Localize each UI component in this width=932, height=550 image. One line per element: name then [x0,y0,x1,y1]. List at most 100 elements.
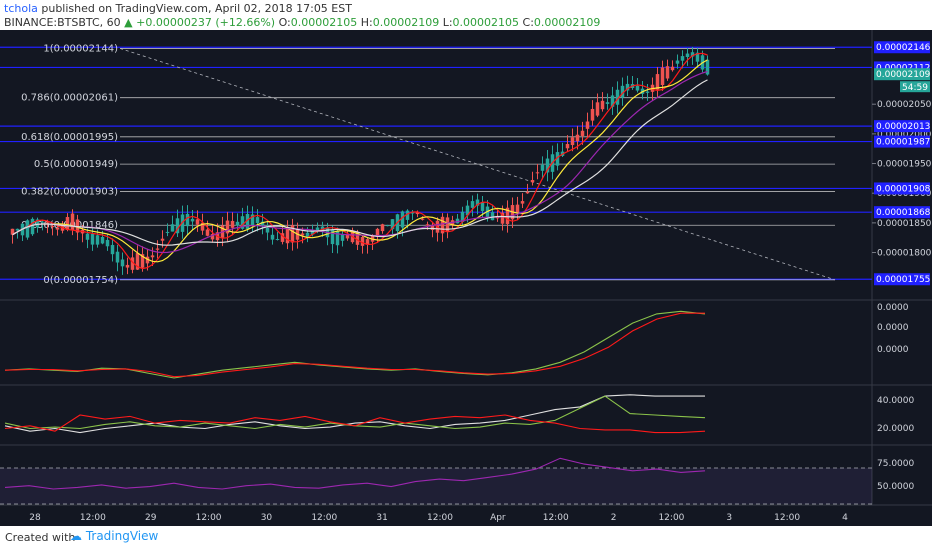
candle-body [535,172,540,174]
candle-body [415,212,420,215]
close-label: C: [522,16,534,29]
candle-body [345,234,350,239]
price-tick-label: 0.00001950 [877,160,932,170]
candle-body [275,239,280,241]
candle-body [55,227,60,230]
candle-body [210,234,215,240]
candle-body [160,238,165,241]
candle-body [685,53,690,58]
candle-body [385,225,390,227]
candle-body [155,248,160,250]
fib-level-label: 1(0.00002144) [43,43,118,54]
fib-level-label: 0.5(0.00001949) [34,159,118,170]
candle-body [520,201,525,204]
chart-header: tchola published on TradingView.com, Apr… [0,0,932,30]
candle-body [380,224,385,232]
time-tick-label: 12:00 [774,513,800,523]
candle-body [460,211,465,222]
indicator-tick-label: 75.0000 [877,459,914,469]
candle-body [590,108,595,121]
candle-body [615,89,620,105]
time-tick-label: 12:00 [658,513,684,523]
indicator-tick-label: 0.0000 [877,323,909,333]
candle-body [140,254,145,268]
chart-footer: Created with ☁ TradingView [0,526,932,550]
candle-body [555,152,560,166]
candle-body [10,228,15,235]
price-tag-bg [874,41,930,54]
indicator-tick-label: 40.0000 [877,396,914,406]
candle-body [600,100,605,110]
candle-body [225,220,230,234]
candle-body [235,221,240,226]
candle-body [425,224,430,226]
candle-body [280,233,285,242]
candle-body [305,232,310,237]
candle-body [695,52,700,62]
fib-level-label: 0(0.00001754) [43,275,118,286]
candle-body [165,231,170,233]
candle-body [360,237,365,246]
symbol-label: BINANCE:BTSBTC, 60 [4,16,121,29]
candle-body [355,232,360,245]
candle-body [70,213,75,231]
candle-body [170,224,175,232]
price-tag-bg [874,61,930,74]
candle-body [250,214,255,226]
candle-body [115,251,120,263]
candle-body [240,216,245,229]
candle-body [200,222,205,231]
candle-body [420,218,425,220]
candle-body [570,137,575,146]
time-tick-label: 12:00 [80,513,106,523]
indicator-tick-label: 20.0000 [877,424,914,434]
last-price-tag [874,68,930,81]
publish-line: tchola published on TradingView.com, Apr… [4,2,352,15]
fib-level-label: 0.618(0.00001995) [21,132,118,143]
time-tick-label: 2 [611,513,617,523]
price-tick-label: 0.00002000 [877,130,932,140]
publish-info: published on TradingView.com, April 02, … [41,2,352,15]
open-value: 0.00002105 [290,16,358,29]
time-tick-label: 12:00 [427,513,453,523]
price-tag-label: 0.00001868 [876,208,931,218]
candle-body [490,212,495,221]
candle-body [595,102,600,116]
time-tick-label: Apr [490,513,506,523]
indicator-tick-label: 0.0000 [877,345,909,355]
time-tick-label: 28 [29,513,41,523]
indicator-line [4,414,706,434]
candle-body [390,219,395,230]
candle-body [445,217,450,232]
candle-body [610,95,615,107]
candle-body [405,210,410,220]
candle-body [670,66,675,71]
low-value: 0.00002105 [452,16,520,29]
candle-body [30,218,35,235]
last-price-label: 0.00002109 [876,70,931,80]
indicator-tick-label: 0.0000 [877,303,909,313]
candle-body [300,233,305,236]
chart-area[interactable]: 0.000020500.000020000.000019500.00001900… [0,30,932,526]
candle-body [45,222,50,225]
candle-body [465,205,470,216]
candle-body [365,239,370,245]
candle-body [50,225,55,228]
time-tick-label: 31 [376,513,387,523]
candle-body [110,244,115,255]
candle-body [290,225,295,243]
candle-body [480,202,485,211]
candle-body [525,191,530,194]
candle-body [575,134,580,142]
candle-body [90,233,95,245]
candle-body [400,211,405,228]
candle-body [185,213,190,227]
author-link[interactable]: tchola [4,2,38,15]
chart-canvas[interactable]: 0.000020500.000020000.000019500.00001900… [0,30,932,526]
candle-body [310,229,315,235]
candle-body [230,220,235,228]
tradingview-logo[interactable]: ☁ TradingView [70,529,158,543]
price-tag-label: 0.00002013 [876,122,930,132]
candle-body [125,264,130,268]
moving-average-line [12,70,708,254]
